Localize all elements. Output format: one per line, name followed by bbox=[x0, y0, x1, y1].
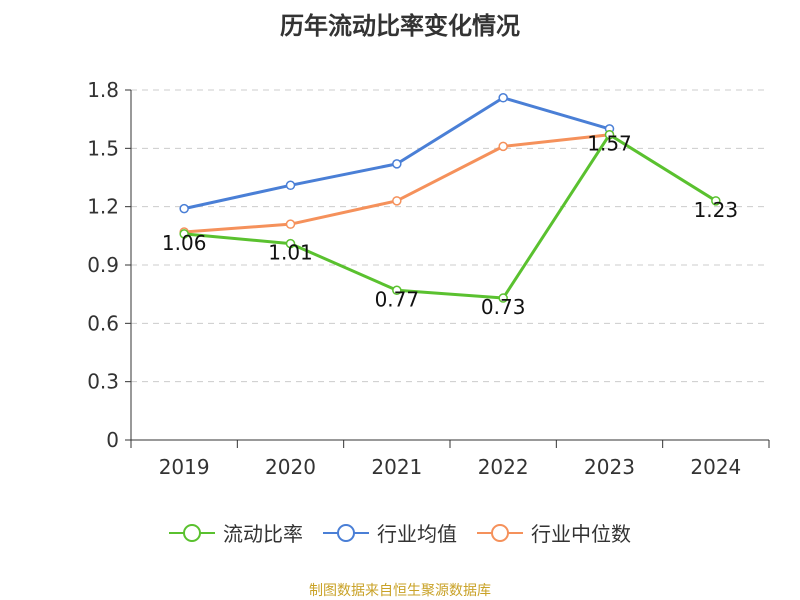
data-label: 0.77 bbox=[375, 287, 420, 311]
y-tick-label: 0.6 bbox=[87, 311, 119, 335]
legend-item-current-ratio[interactable]: 流动比率 bbox=[169, 518, 303, 547]
legend-item-industry-median[interactable]: 行业中位数 bbox=[477, 518, 631, 547]
y-tick-label: 1.5 bbox=[87, 136, 119, 160]
series-line bbox=[184, 133, 717, 300]
data-point bbox=[392, 159, 402, 169]
x-tick-label: 2021 bbox=[371, 455, 422, 479]
data-point bbox=[179, 203, 189, 214]
y-tick-label: 0.9 bbox=[87, 253, 119, 277]
y-tick-label: 1.8 bbox=[87, 78, 119, 102]
data-label: 1.06 bbox=[162, 231, 207, 255]
legend-label: 流动比率 bbox=[223, 522, 303, 546]
x-tick-label: 2019 bbox=[159, 455, 210, 479]
x-tick-label: 2022 bbox=[478, 455, 529, 479]
chart-title: 历年流动比率变化情况 bbox=[280, 12, 520, 40]
legend-label: 行业均值 bbox=[377, 522, 457, 546]
x-tick-label: 2024 bbox=[690, 455, 741, 479]
data-point bbox=[285, 219, 296, 229]
x-tick-label: 2020 bbox=[265, 455, 316, 479]
data-label: 0.73 bbox=[481, 295, 526, 319]
data-point bbox=[392, 285, 402, 296]
data-point bbox=[711, 196, 721, 206]
data-label: 1.23 bbox=[694, 198, 739, 222]
data-point bbox=[604, 129, 615, 140]
legend-line-icon bbox=[169, 523, 215, 542]
data-point bbox=[498, 93, 508, 103]
y-tick-label: 0.3 bbox=[87, 370, 119, 394]
series-line bbox=[183, 96, 610, 211]
data-point bbox=[179, 229, 189, 239]
x-tick-label: 2023 bbox=[584, 455, 635, 479]
data-point bbox=[285, 238, 296, 249]
legend-label: 行业中位数 bbox=[531, 522, 631, 546]
source-note: 制图数据来自恒生聚源数据库 bbox=[309, 583, 491, 599]
data-label: 1.57 bbox=[587, 132, 632, 156]
data-point bbox=[498, 293, 508, 303]
data-point bbox=[285, 180, 296, 191]
data-point bbox=[498, 141, 508, 152]
legend: 流动比率 行业均值 行业中位数 bbox=[0, 518, 800, 547]
y-tick-label: 0 bbox=[106, 428, 119, 452]
legend-item-industry-mean[interactable]: 行业均值 bbox=[323, 518, 457, 547]
y-tick-label: 1.2 bbox=[87, 195, 119, 219]
series-line bbox=[184, 133, 610, 234]
legend-line-icon bbox=[477, 523, 523, 542]
data-point bbox=[392, 196, 402, 206]
data-label: 1.01 bbox=[268, 241, 313, 265]
legend-line-icon bbox=[323, 523, 369, 542]
